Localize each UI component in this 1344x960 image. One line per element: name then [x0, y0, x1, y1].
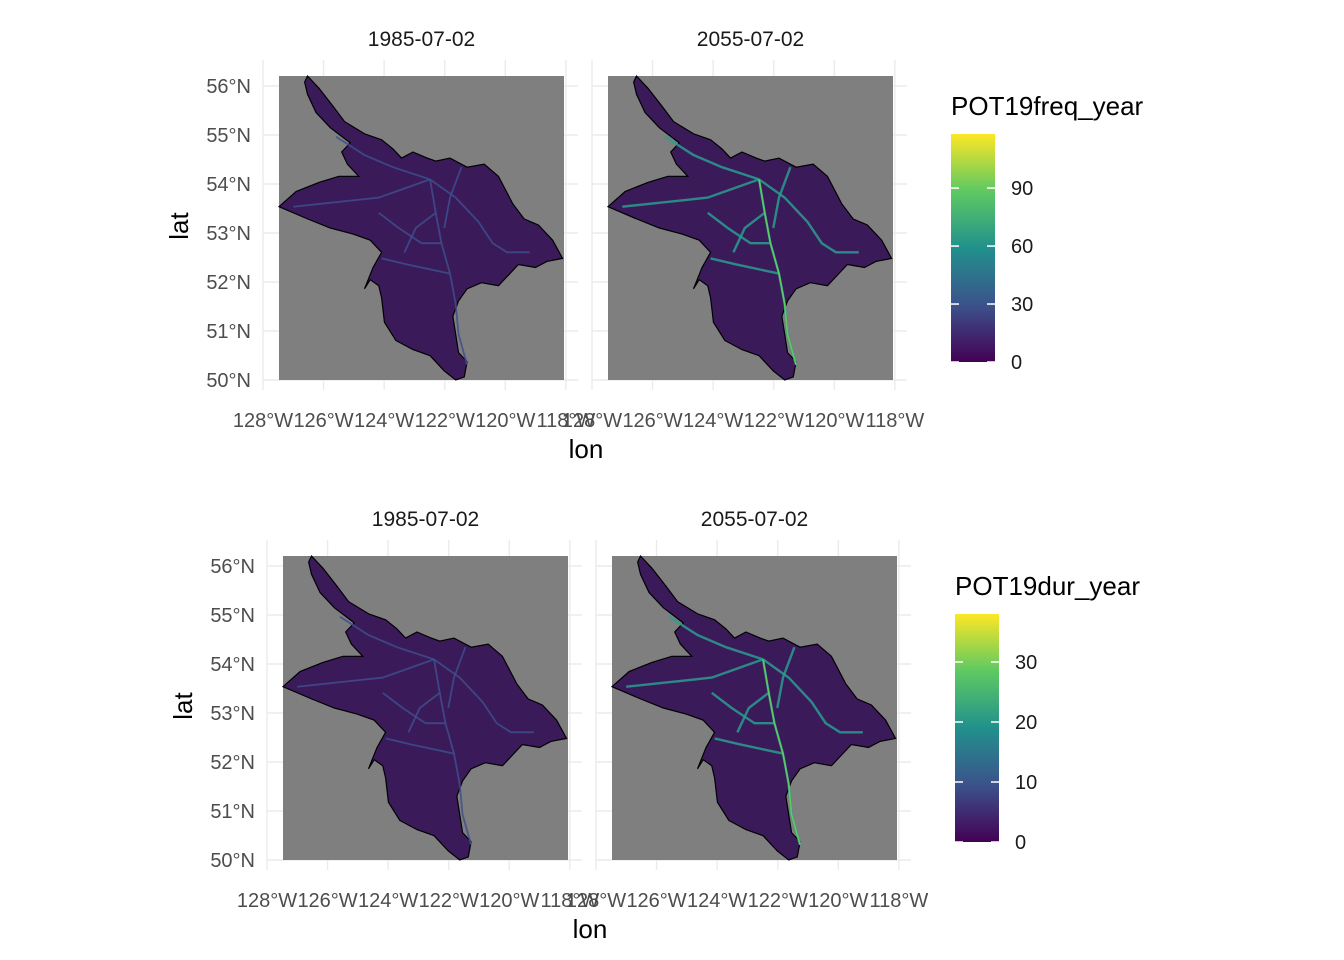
lon-tick-label: 118°W: [537, 410, 596, 432]
lat-tick-label: 50°N: [206, 370, 251, 392]
legend-title: POT19dur_year: [955, 571, 1140, 601]
river-segment: [707, 211, 771, 245]
river-segment: [297, 658, 435, 688]
colorbar: [955, 614, 999, 842]
lat-tick-label: 56°N: [210, 556, 255, 578]
lon-tick-label: 118°W: [866, 410, 925, 432]
river-segment: [664, 135, 760, 181]
lat-tick-label: 52°N: [210, 752, 255, 774]
legend-tick-label: 0: [1015, 832, 1026, 854]
river-segment: [385, 737, 455, 755]
lon-tick-label: 118°W: [870, 890, 929, 912]
river-segment: [776, 646, 796, 709]
lon-tick-label: 126°W: [293, 410, 353, 432]
river-segment: [732, 211, 766, 253]
river-highlight: [762, 659, 801, 846]
river-segment: [381, 257, 451, 275]
river-segment: [378, 212, 442, 245]
river-segment: [711, 691, 775, 725]
legend-title: POT19freq_year: [951, 91, 1144, 121]
y-axis-title: lat: [168, 691, 198, 719]
lon-tick-label: 124°W: [687, 890, 747, 912]
lon-tick-label: 120°W: [808, 890, 868, 912]
legend-tick-label: 20: [1015, 712, 1037, 734]
map-panel: 2055-07-02: [610, 508, 897, 861]
legend-tick-label: 10: [1015, 772, 1037, 794]
watershed-area: [610, 554, 897, 861]
y-axis-title: lat: [164, 211, 194, 239]
lon-tick-label: 122°W: [748, 890, 808, 912]
lat-tick-label: 51°N: [210, 801, 255, 823]
river-segment: [443, 166, 463, 229]
river-segment: [447, 646, 467, 709]
lon-tick-label: 122°W: [744, 410, 804, 432]
lon-tick-label: 120°W: [804, 410, 864, 432]
river-segment: [339, 616, 435, 661]
legend-tick-label: 0: [1011, 352, 1022, 374]
lat-tick-label: 55°N: [210, 605, 255, 627]
legend-tick-label: 30: [1015, 652, 1037, 674]
lat-tick-label: 56°N: [206, 76, 251, 98]
legend-tick-label: 30: [1011, 294, 1033, 316]
river-segment: [407, 692, 441, 733]
river-segment: [403, 212, 437, 253]
lon-tick-label: 118°W: [541, 890, 600, 912]
lat-tick-label: 53°N: [206, 223, 251, 245]
lon-tick-label: 126°W: [297, 890, 357, 912]
river-segment: [668, 615, 764, 661]
watershed-area: [277, 74, 564, 381]
lon-tick-label: 128°W: [237, 890, 297, 912]
panel-title: 2055-07-02: [701, 508, 808, 531]
river-segment: [622, 178, 760, 208]
river-segment: [293, 178, 431, 208]
lon-tick-label: 128°W: [233, 410, 293, 432]
x-axis-title: lon: [573, 914, 608, 944]
legend-tick-label: 60: [1011, 236, 1033, 258]
legend-tick-label: 90: [1011, 178, 1033, 200]
river-segment: [382, 692, 446, 725]
panel-title: 1985-07-02: [372, 508, 479, 531]
lon-tick-label: 128°W: [562, 410, 622, 432]
lon-tick-label: 126°W: [622, 410, 682, 432]
map-panel: 1985-07-02: [277, 28, 564, 381]
lon-tick-label: 128°W: [566, 890, 626, 912]
lon-tick-label: 126°W: [626, 890, 686, 912]
lat-tick-label: 54°N: [206, 174, 251, 196]
river-segment: [772, 166, 792, 229]
watershed-area: [606, 74, 893, 381]
lon-tick-label: 124°W: [354, 410, 414, 432]
panel-title: 1985-07-02: [368, 28, 475, 51]
river-segment: [626, 658, 764, 688]
watershed-area: [281, 554, 568, 861]
lon-tick-label: 124°W: [683, 410, 743, 432]
lon-tick-label: 120°W: [475, 410, 535, 432]
lat-tick-label: 52°N: [206, 272, 251, 294]
lon-tick-label: 124°W: [358, 890, 418, 912]
x-axis-title: lon: [569, 434, 604, 464]
lat-tick-label: 51°N: [206, 321, 251, 343]
lon-tick-label: 122°W: [419, 890, 479, 912]
lat-tick-label: 53°N: [210, 703, 255, 725]
river-segment: [710, 257, 780, 275]
river-segment: [736, 691, 770, 733]
map-panel: 1985-07-02: [281, 508, 568, 861]
river-segment: [335, 136, 431, 181]
lon-tick-label: 122°W: [415, 410, 475, 432]
colorbar: [951, 134, 995, 362]
river-highlight: [758, 179, 797, 366]
lat-tick-label: 54°N: [210, 654, 255, 676]
lon-tick-label: 120°W: [479, 890, 539, 912]
map-panel: 2055-07-02: [606, 28, 893, 381]
river-segment: [714, 737, 784, 755]
panel-title: 2055-07-02: [697, 28, 804, 51]
lat-tick-label: 50°N: [210, 850, 255, 872]
lat-tick-label: 55°N: [206, 125, 251, 147]
